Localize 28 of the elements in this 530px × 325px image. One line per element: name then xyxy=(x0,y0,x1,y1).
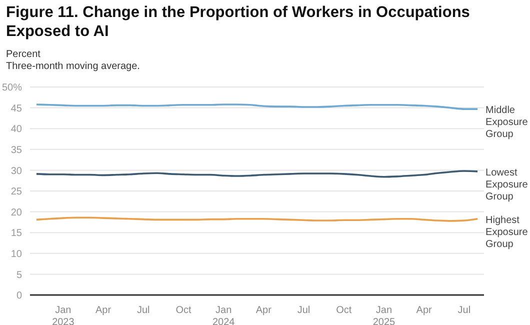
y-tick-label: 40 xyxy=(10,124,22,136)
y-tick-label: 45 xyxy=(10,103,22,114)
chart-subtitle: Three-month moving average. xyxy=(6,61,140,73)
x-tick-label: Jul xyxy=(136,305,150,316)
y-tick-label: 30 xyxy=(10,166,22,177)
series-label: Lowest Exposure Group xyxy=(486,167,528,202)
y-tick-label: 35 xyxy=(10,144,22,156)
x-tick-label: Jan 2023 xyxy=(52,305,75,325)
y-tick-label: 0 xyxy=(16,290,22,302)
y-tick-label: 50% xyxy=(2,82,22,94)
x-tick-label: Jul xyxy=(458,305,471,316)
chart-title: Figure 11. Change in the Proportion of Workers in Occupations Exposed to AI xyxy=(6,3,471,41)
x-tick-label: Oct xyxy=(336,305,352,316)
y-tick-label: 15 xyxy=(10,228,22,240)
x-tick-label: Jan 2024 xyxy=(212,305,236,325)
y-tick-label: 5 xyxy=(16,270,22,281)
series-label: Highest Exposure Group xyxy=(486,214,528,250)
y-axis-title: Percent xyxy=(6,49,42,61)
x-tick-label: Jul xyxy=(297,305,310,316)
x-tick-label: Apr xyxy=(416,305,433,316)
x-tick-label: Oct xyxy=(176,305,192,316)
x-tick-label: Apr xyxy=(96,305,112,316)
y-tick-label: 20 xyxy=(10,207,22,218)
x-tick-label: Apr xyxy=(256,305,272,316)
x-tick-label: Jan 2025 xyxy=(372,305,396,325)
y-tick-label: 25 xyxy=(10,186,22,198)
y-tick-label: 10 xyxy=(10,248,22,260)
series-label: Middle Exposure Group xyxy=(486,105,528,140)
